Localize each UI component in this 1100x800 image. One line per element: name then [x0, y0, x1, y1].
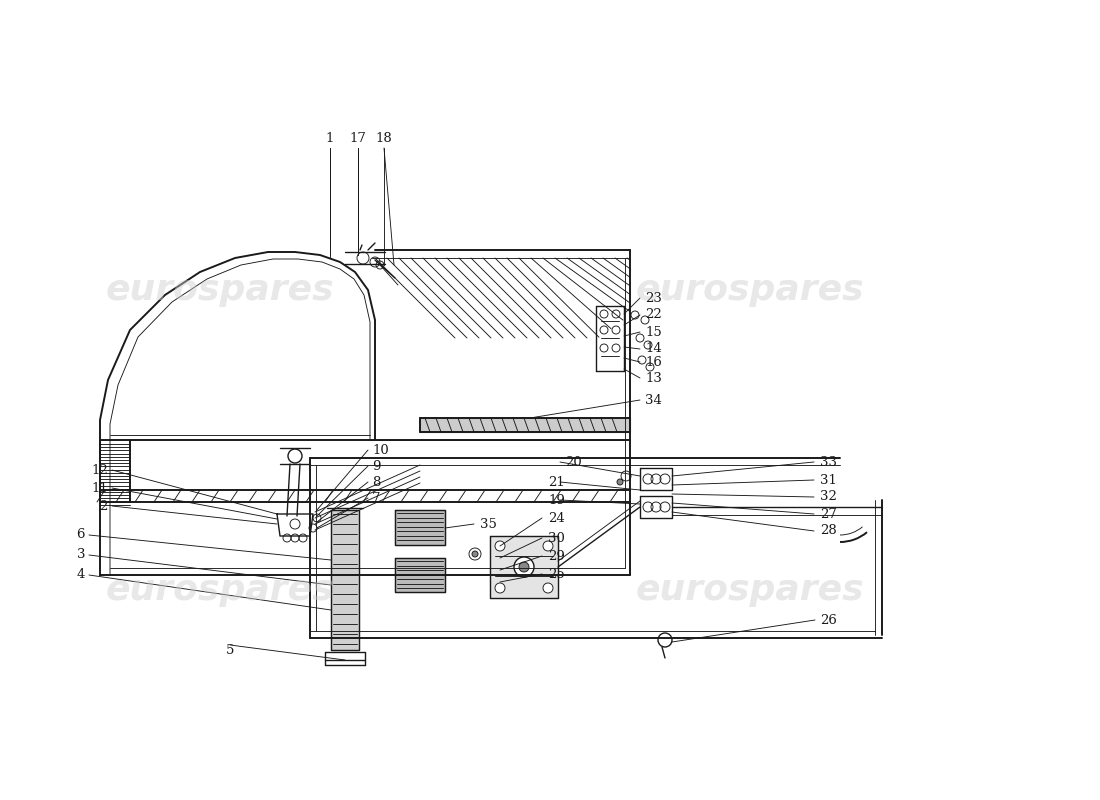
- Text: 24: 24: [548, 511, 564, 525]
- Text: 5: 5: [226, 643, 234, 657]
- Circle shape: [370, 257, 379, 267]
- Text: 32: 32: [820, 490, 837, 503]
- Text: eurospares: eurospares: [106, 273, 334, 307]
- Text: 12: 12: [91, 463, 108, 477]
- Text: 23: 23: [645, 291, 662, 305]
- Text: 6: 6: [77, 529, 85, 542]
- Text: 21: 21: [548, 475, 564, 489]
- Text: 3: 3: [77, 549, 85, 562]
- Text: 33: 33: [820, 455, 837, 469]
- Text: 28: 28: [820, 525, 837, 538]
- Polygon shape: [395, 510, 446, 545]
- Text: 11: 11: [91, 482, 108, 494]
- Text: 30: 30: [548, 531, 565, 545]
- Text: 8: 8: [372, 475, 381, 489]
- Text: eurospares: eurospares: [636, 573, 865, 607]
- Text: 18: 18: [375, 131, 393, 145]
- Text: 4: 4: [77, 569, 85, 582]
- Circle shape: [658, 633, 672, 647]
- Text: 17: 17: [350, 131, 366, 145]
- Text: 19: 19: [548, 494, 565, 506]
- Text: 29: 29: [548, 550, 565, 562]
- Text: 16: 16: [645, 355, 662, 369]
- Text: eurospares: eurospares: [636, 273, 865, 307]
- Circle shape: [543, 541, 553, 551]
- Text: 35: 35: [480, 518, 497, 530]
- Text: 7: 7: [372, 491, 381, 505]
- Text: 27: 27: [820, 507, 837, 521]
- Circle shape: [514, 557, 534, 577]
- Circle shape: [617, 479, 623, 485]
- Text: 9: 9: [372, 459, 381, 473]
- Circle shape: [495, 541, 505, 551]
- Text: 15: 15: [645, 326, 662, 338]
- Polygon shape: [331, 510, 359, 650]
- Text: 10: 10: [372, 443, 388, 457]
- Circle shape: [495, 583, 505, 593]
- Text: 34: 34: [645, 394, 662, 406]
- Circle shape: [290, 519, 300, 529]
- Text: 13: 13: [645, 371, 662, 385]
- Text: 1: 1: [326, 131, 334, 145]
- Circle shape: [288, 449, 302, 463]
- Text: 20: 20: [565, 455, 582, 469]
- Circle shape: [519, 562, 529, 572]
- Polygon shape: [395, 558, 446, 592]
- Text: eurospares: eurospares: [106, 573, 334, 607]
- Text: 26: 26: [820, 614, 837, 626]
- Polygon shape: [490, 536, 558, 598]
- Text: 22: 22: [645, 309, 662, 322]
- Circle shape: [472, 551, 478, 557]
- Text: 2: 2: [100, 499, 108, 513]
- Circle shape: [358, 252, 368, 264]
- Text: 31: 31: [820, 474, 837, 486]
- Text: 25: 25: [548, 567, 564, 581]
- Text: 14: 14: [645, 342, 662, 355]
- Circle shape: [543, 583, 553, 593]
- Polygon shape: [420, 418, 630, 432]
